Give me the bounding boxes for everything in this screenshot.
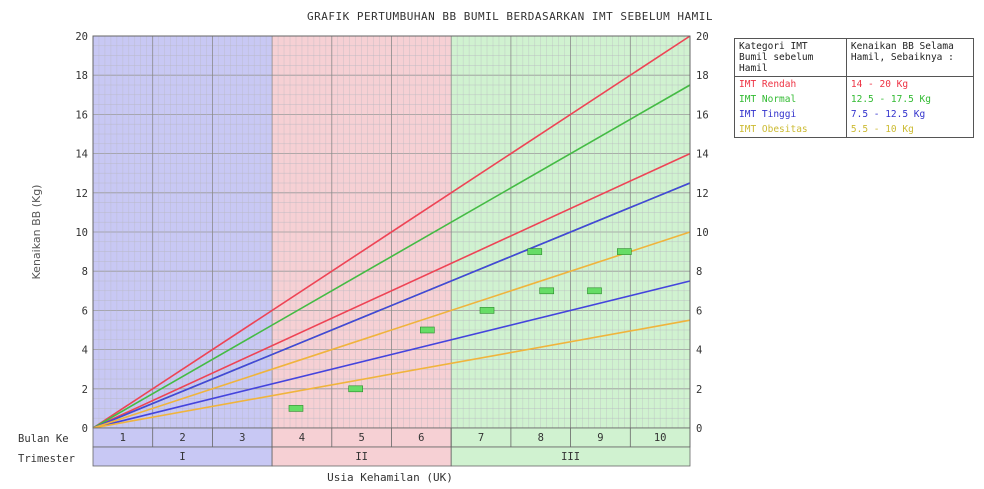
y-tick-label-right: 0: [696, 423, 702, 435]
month-label: 2: [179, 432, 185, 444]
y-tick-label-right: 18: [696, 70, 709, 82]
legend-range: 12.5 - 17.5 Kg: [845, 92, 975, 107]
legend-category: IMT Rendah: [734, 76, 847, 92]
month-label: 10: [654, 432, 667, 444]
y-tick-label-right: 2: [696, 384, 702, 396]
legend-range: 14 - 20 Kg: [845, 76, 975, 92]
y-tick-label-left: 0: [82, 423, 88, 435]
trimester-label: II: [355, 451, 368, 463]
chart-title: GRAFIK PERTUMBUHAN BB BUMIL BERDASARKAN …: [307, 10, 713, 23]
month-label: 9: [597, 432, 603, 444]
month-label: 8: [538, 432, 544, 444]
series-line: [92, 84, 691, 429]
y-tick-label-right: 6: [696, 305, 702, 317]
month-label: 7: [478, 432, 484, 444]
data-point: [479, 307, 495, 314]
data-point: [288, 405, 304, 412]
y-tick-label-left: 20: [75, 31, 88, 43]
legend-category: IMT Normal: [734, 92, 847, 107]
series-line: [92, 280, 691, 429]
data-point: [587, 287, 602, 295]
legend-header-range: Kenaikan BB Selama Hamil, Sebaiknya :: [845, 38, 975, 77]
y-tick-label-left: 10: [75, 227, 88, 239]
data-point: [420, 326, 435, 334]
y-tick-label-left: 2: [82, 384, 88, 396]
series-line: [92, 231, 691, 429]
months-row-label: Bulan Ke: [18, 433, 69, 445]
y-tick-label-right: 12: [696, 188, 709, 200]
legend-row-normal: IMT Normal 12.5 - 17.5 Kg: [734, 92, 975, 107]
y-tick-label-left: 4: [82, 345, 88, 357]
y-tick-label-right: 14: [696, 149, 709, 161]
y-tick-label-left: 14: [75, 149, 88, 161]
y-tick-label-right: 20: [696, 31, 709, 43]
y-tick-label-left: 12: [75, 188, 88, 200]
y-tick-label-left: 18: [75, 70, 88, 82]
y-tick-label-right: 8: [696, 266, 702, 278]
data-point: [539, 287, 555, 295]
series-line: [92, 152, 691, 429]
grid-lines: [92, 35, 691, 429]
y-tick-label-right: 16: [696, 109, 709, 121]
legend-header: Kategori IMT Bumil sebelum Hamil Kenaika…: [734, 38, 975, 77]
month-label: 6: [418, 432, 424, 444]
legend-range: 5.5 - 10 Kg: [845, 122, 975, 138]
x-axis-label: Usia Kehamilan (UK): [327, 471, 453, 484]
month-label: 1: [120, 432, 126, 444]
y-axis-label: Kenaikan BB (Kg): [30, 185, 43, 280]
series-line: [92, 182, 691, 429]
data-point: [527, 248, 543, 255]
legend-header-category: Kategori IMT Bumil sebelum Hamil: [734, 38, 847, 77]
series-line: [92, 35, 691, 429]
legend-row-rendah: IMT Rendah 14 - 20 Kg: [734, 76, 975, 92]
data-points: [288, 248, 632, 412]
y-tick-label-left: 16: [75, 109, 88, 121]
legend-range: 7.5 - 12.5 Kg: [845, 107, 975, 122]
legend-row-obesitas: IMT Obesitas 5.5 - 10 Kg: [734, 122, 975, 138]
data-point: [348, 385, 363, 393]
month-label: 5: [358, 432, 364, 444]
trimester-label: I: [179, 451, 185, 463]
y-tick-label-right: 10: [696, 227, 709, 239]
y-tick-label-right: 4: [696, 345, 702, 357]
trimester-label: III: [561, 451, 580, 463]
y-tick-label-left: 8: [82, 266, 88, 278]
series-lines: [92, 35, 691, 429]
trimester-row-label: Trimester: [18, 453, 75, 465]
legend-table: Kategori IMT Bumil sebelum Hamil Kenaika…: [734, 38, 975, 138]
y-tick-label-left: 6: [82, 305, 88, 317]
legend-category: IMT Obesitas: [734, 122, 847, 138]
month-label: 3: [239, 432, 245, 444]
month-label: 4: [299, 432, 305, 444]
data-point: [617, 248, 632, 255]
series-line: [92, 319, 691, 429]
legend-row-tinggi: IMT Tinggi 7.5 - 12.5 Kg: [734, 107, 975, 122]
legend-category: IMT Tinggi: [734, 107, 847, 122]
